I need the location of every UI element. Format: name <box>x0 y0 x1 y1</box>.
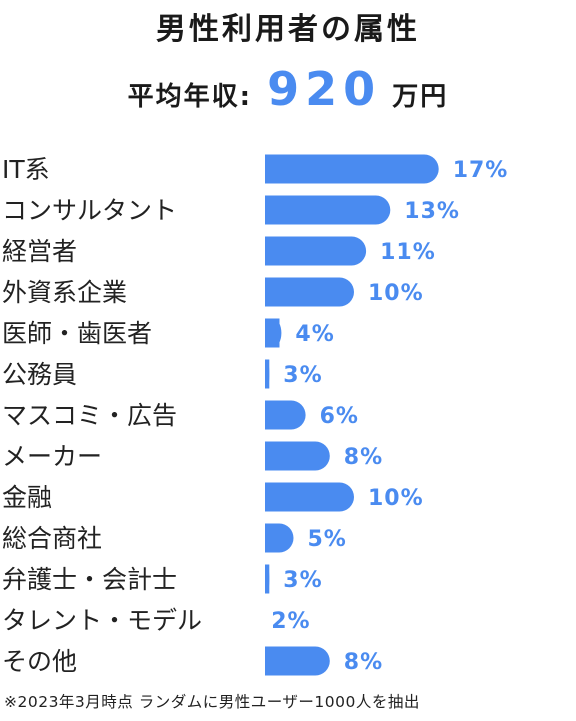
bar-left-cap <box>265 154 280 184</box>
average-income-value: 920 <box>267 62 382 116</box>
average-income-label: 平均年収: <box>127 82 253 112</box>
category-label: タレント・モデル <box>2 606 202 635</box>
average-income: 平均年収: 920 万円 <box>0 62 576 116</box>
category-label: 弁護士・会計士 <box>2 565 177 594</box>
value-label: 2% <box>271 609 310 634</box>
value-label: 11% <box>380 240 436 265</box>
bar-left-cap <box>265 482 280 512</box>
average-income-unit: 万円 <box>392 82 449 112</box>
bar-left-cap <box>265 564 270 594</box>
bar <box>265 154 439 184</box>
bar <box>265 646 330 676</box>
category-label: 公務員 <box>2 360 77 389</box>
category-label: 外資系企業 <box>2 278 127 307</box>
category-label: 経営者 <box>2 237 77 266</box>
bar <box>265 236 367 266</box>
category-label: 金融 <box>2 483 52 512</box>
value-label: 17% <box>453 158 509 183</box>
bar <box>265 441 330 471</box>
bar <box>265 482 354 512</box>
bar-left-cap <box>265 646 280 676</box>
bar-left-cap <box>265 523 280 553</box>
value-label: 10% <box>368 281 424 306</box>
category-label: マスコミ・広告 <box>2 401 177 430</box>
bar-left-cap <box>265 318 280 348</box>
value-label: 6% <box>320 404 359 429</box>
bar-left-cap <box>265 277 280 307</box>
bar-left-cap <box>265 236 280 266</box>
category-label: 総合商社 <box>2 524 102 553</box>
bar <box>265 277 354 307</box>
bar-chart: IT系 17% コンサルタント 13% 経営者 11% 外資系企業 10% 医師・歯医者 4% 公務… <box>2 154 509 676</box>
value-label: 13% <box>404 199 460 224</box>
value-label: 4% <box>295 322 334 347</box>
bar-left-cap <box>265 359 270 389</box>
bar <box>265 195 391 225</box>
bar-left-cap <box>265 441 280 471</box>
category-label: コンサルタント <box>2 196 177 225</box>
category-label: メーカー <box>2 442 102 471</box>
value-label: 5% <box>308 527 347 552</box>
value-label: 3% <box>283 363 322 388</box>
category-label: 医師・歯医者 <box>2 319 152 348</box>
category-label: IT系 <box>2 155 50 184</box>
category-label: その他 <box>2 647 77 676</box>
value-label: 8% <box>344 650 383 675</box>
value-label: 3% <box>283 568 322 593</box>
value-label: 8% <box>344 445 383 470</box>
survey-note: ※2023年3月時点 ランダムに男性ユーザー1000人を抽出 <box>4 693 420 711</box>
chart-title: 男性利用者の属性 <box>156 12 420 47</box>
value-label: 10% <box>368 486 424 511</box>
bar-left-cap <box>265 195 280 225</box>
bar-left-cap <box>265 400 280 430</box>
